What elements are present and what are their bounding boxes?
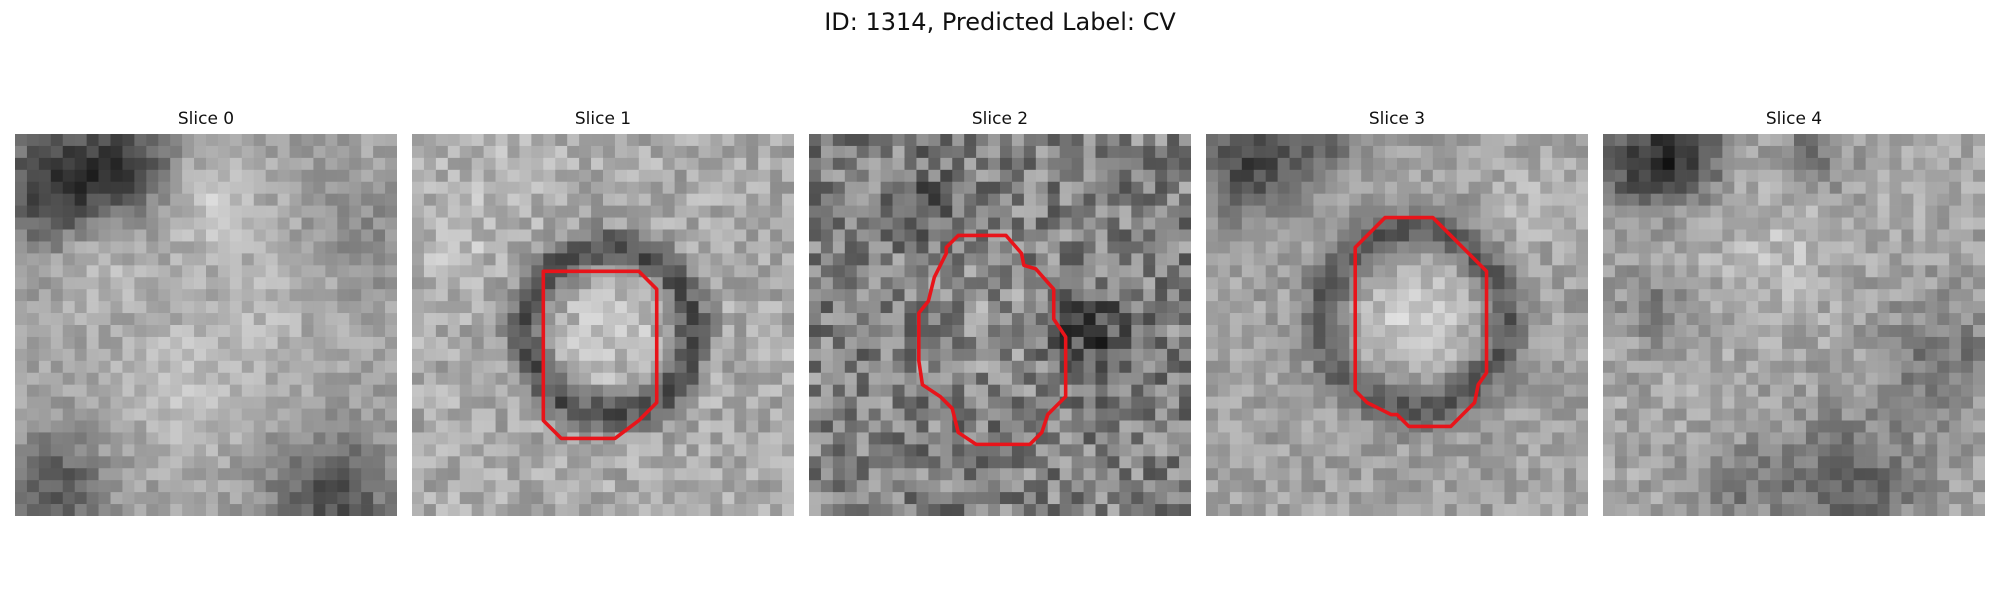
slice-0-title: Slice 0 — [177, 109, 235, 129]
slice-2-contour — [917, 233, 1068, 447]
slice-0-image — [15, 134, 397, 516]
slice-4-image — [1603, 134, 1985, 516]
slice-2-image — [809, 134, 1191, 516]
slice-1-title: Slice 1 — [574, 109, 632, 129]
slice-3-image — [1206, 134, 1588, 516]
slice-3-title: Slice 3 — [1368, 109, 1426, 129]
slice-3-contour — [1353, 215, 1489, 429]
slice-1-contour — [541, 269, 659, 441]
slice-1-image — [412, 134, 794, 516]
slice-2-title: Slice 2 — [971, 109, 1029, 129]
figure-title: ID: 1314, Predicted Label: CV — [824, 8, 1176, 36]
slice-4-title: Slice 4 — [1765, 109, 1823, 129]
